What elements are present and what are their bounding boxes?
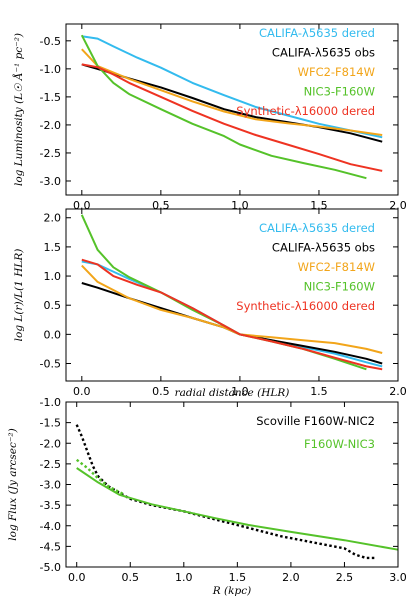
legend-entry-califa-5635-dered: CALIFA-λ5635 dered: [259, 221, 375, 235]
legend-entry-califa-5635-obs: CALIFA-λ5635 obs: [272, 241, 375, 255]
y-tick-label: -2.0: [40, 119, 61, 132]
x-tick-label: 0.5: [122, 571, 140, 584]
series-line-scoville-f160w-nic2: [75, 424, 377, 560]
series-line-califa-5635-dered: [81, 35, 383, 139]
axes-frame: [65, 208, 399, 382]
y-tick-label: -1.5: [40, 417, 61, 430]
y-tick-label: -5.0: [40, 561, 61, 574]
series-line-unlabeled-1: [75, 458, 126, 496]
legend-entry-f160w-nic3: F160W-NIC3: [304, 437, 375, 451]
legend-entry-wfc2-f814w: WFC2-F814W: [298, 65, 375, 79]
y-tick-label: -3.0: [40, 175, 61, 188]
y-tick-label: -1.0: [40, 396, 61, 409]
x-tick-label: 2.5: [336, 571, 354, 584]
y-tick-label: -0.5: [40, 358, 61, 371]
axes-frame: [65, 23, 399, 196]
chart-panel-1: 0.0 0.5 1.0 1.5 2.0-0.5-1.0-1.5-2.0-2.5-3.0l…: [11, 23, 407, 212]
y-tick-label: 1.0: [44, 270, 62, 283]
legend-entry-nic3-f160w: NIC3-F160W: [304, 280, 375, 294]
series-line-wfc2-f814w: [81, 48, 383, 136]
y-tick-label: -3.0: [40, 479, 61, 492]
y-tick-label: -4.5: [40, 540, 61, 553]
y-tick-label: -2.5: [40, 458, 61, 471]
legend-entry-synthetic-16000-dered: Synthetic-λ16000 dered: [236, 104, 375, 118]
y-tick-label: 0.0: [44, 328, 62, 341]
x-tick-label: 0.0: [68, 571, 86, 584]
x-axis-label: R (kpc): [212, 585, 251, 597]
y-tick-label: -2.5: [40, 147, 61, 160]
x-tick-label: 1.5: [229, 571, 247, 584]
x-tick-label: 3.0: [389, 571, 407, 584]
y-tick-label: 0.5: [44, 299, 62, 312]
series-line-f160w-nic3: [76, 467, 399, 551]
legend-entry-wfc2-f814w: WFC2-F814W: [298, 260, 375, 274]
series-line-synthetic-16000-dered: [81, 258, 383, 371]
x-tick-label: 2.0: [282, 571, 300, 584]
y-tick-label: 1.5: [44, 241, 62, 254]
x-tick-label: 1.0: [231, 385, 249, 398]
y-axis-label: log Luminosity (L☉ Å⁻¹ pc⁻²): [11, 33, 25, 186]
y-tick-label: -1.0: [40, 63, 61, 76]
y-axis-label: log L(r)/L(1 HLR): [13, 249, 25, 342]
legend-entry-califa-5635-obs: CALIFA-λ5635 obs: [272, 46, 375, 60]
x-tick-label: 1.5: [310, 385, 328, 398]
legend-entry-califa-5635-dered: CALIFA-λ5635 dered: [259, 26, 375, 40]
x-tick-label: 1.0: [175, 571, 193, 584]
legend-entry-synthetic-16000-dered: Synthetic-λ16000 dered: [236, 299, 375, 313]
y-tick-label: -4.0: [40, 520, 61, 533]
series-line-califa-5635-obs: [81, 282, 383, 365]
y-tick-label: -0.5: [40, 35, 61, 48]
y-axis-label: log Flux (Jy arcsec⁻²): [7, 428, 19, 540]
x-tick-label: 2.0: [389, 385, 407, 398]
chart-panel-2: 0.0 0.5 1.0 1.5 2.0 2.0 1.5 1.0 0.5 0.0 -0.5 log L(…: [13, 208, 407, 399]
x-tick-label: 0.5: [152, 385, 170, 398]
y-tick-label: -3.5: [40, 499, 61, 512]
y-tick-label: -1.5: [40, 91, 61, 104]
legend-entry-nic3-f160w: NIC3-F160W: [304, 85, 375, 99]
y-tick-label: -2.0: [40, 437, 61, 450]
y-tick-label: 2.0: [44, 212, 62, 225]
chart-panel-3: 0.0 0.5 1.0 1.5 2.0 2.5 3.0 -1.0 -1.5 -2.0 -2.5 -3.…: [7, 396, 407, 597]
series-line-califa-5635-dered: [81, 260, 383, 368]
series-line-nic3-f160w: [80, 34, 367, 180]
series-line-synthetic-16000-dered: [81, 63, 383, 172]
legend-entry-scoville-f160w-nic2: Scoville F160W-NIC2: [256, 414, 375, 428]
x-tick-label: 0.0: [73, 385, 91, 398]
x-axis-label: radial distance (HLR): [175, 387, 290, 399]
